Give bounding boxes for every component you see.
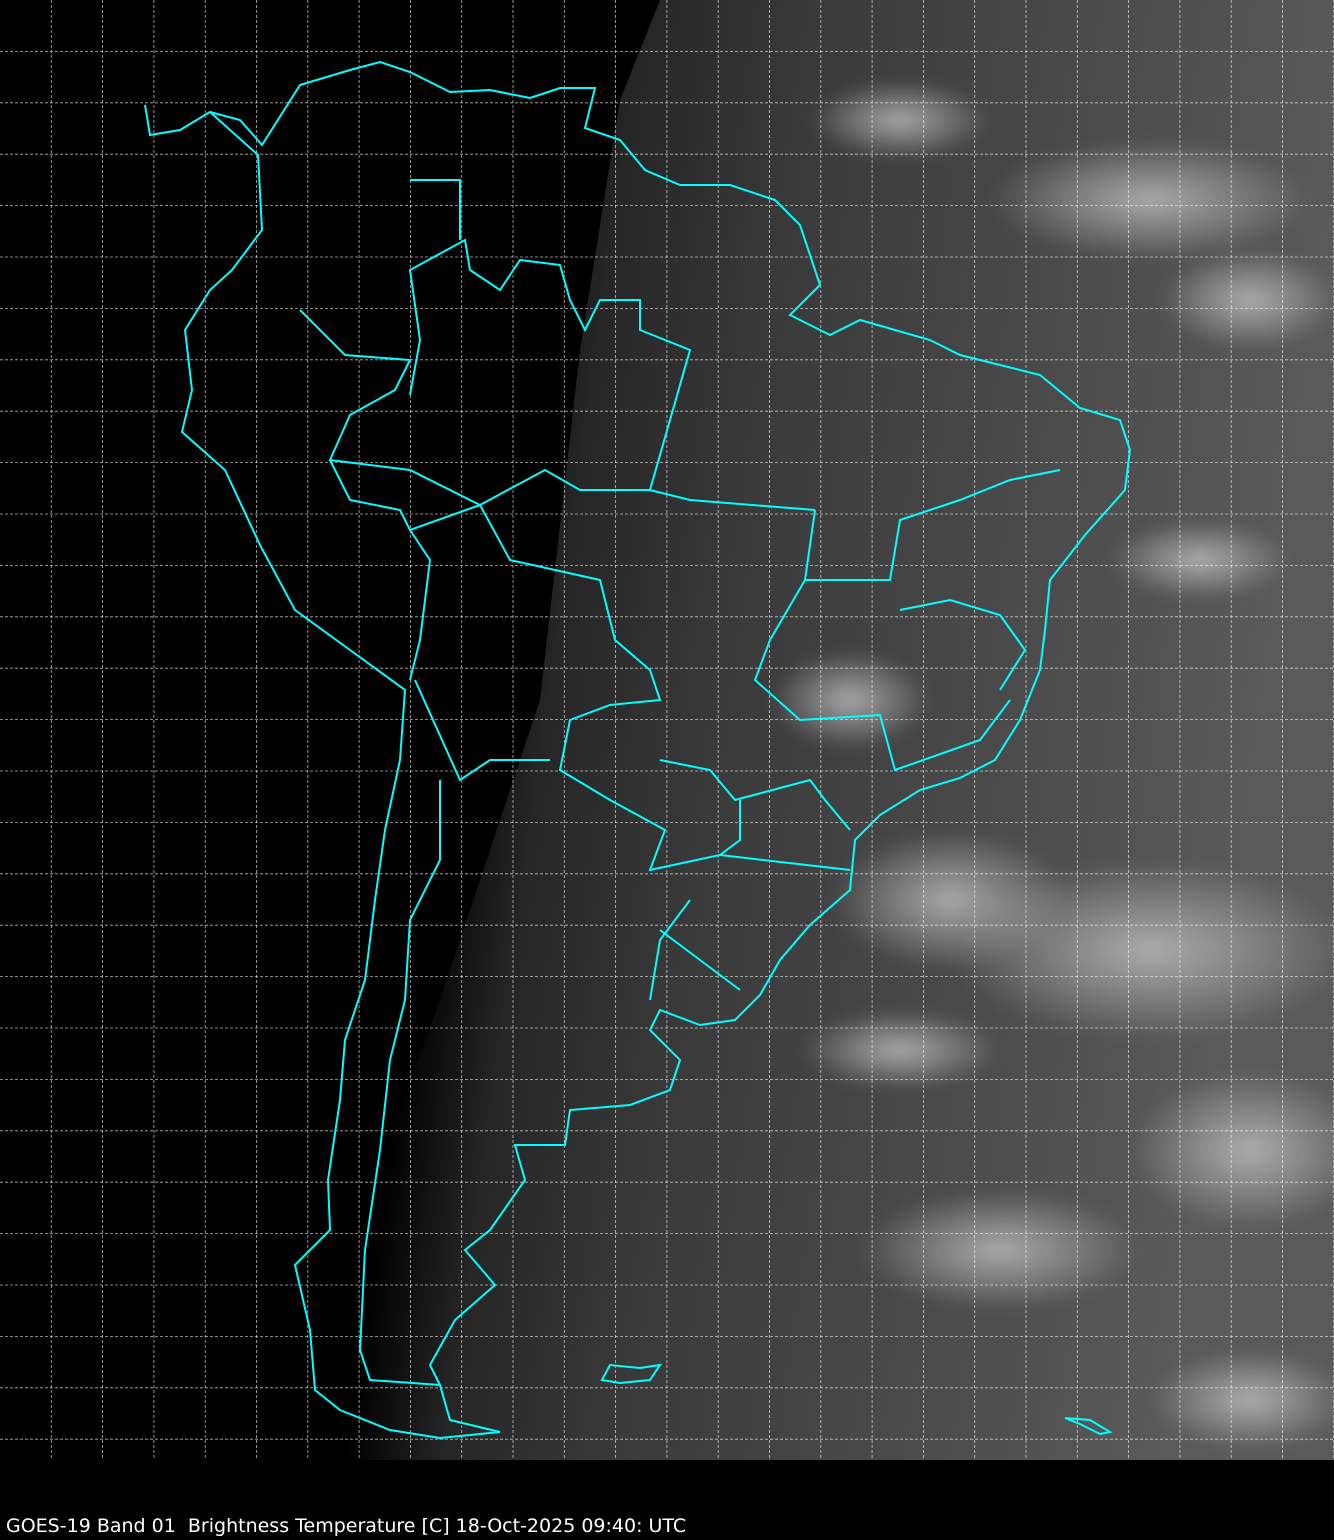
south-america-coastline — [144, 60, 1132, 1440]
cloud — [860, 1190, 1140, 1310]
cloud — [1110, 520, 1290, 600]
cloud — [830, 830, 1070, 970]
cloud — [810, 80, 990, 160]
satellite-image — [0, 0, 1334, 1460]
country-borders — [299, 179, 1061, 1386]
cloud — [1150, 1350, 1334, 1450]
cloud — [1160, 250, 1334, 350]
cloud — [770, 650, 930, 750]
cloud-layer — [770, 80, 1334, 1450]
cloud — [990, 140, 1310, 260]
cloud — [800, 1010, 1000, 1090]
lat-lon-grid — [0, 0, 1334, 1460]
falkland-islands — [600, 1363, 663, 1385]
image-caption: GOES-19 Band 01 Brightness Temperature [… — [6, 1515, 687, 1537]
cloud — [1130, 1070, 1334, 1230]
south-georgia — [1064, 1417, 1113, 1436]
coastline-borders — [144, 60, 1132, 1440]
night-side — [0, 0, 660, 1460]
